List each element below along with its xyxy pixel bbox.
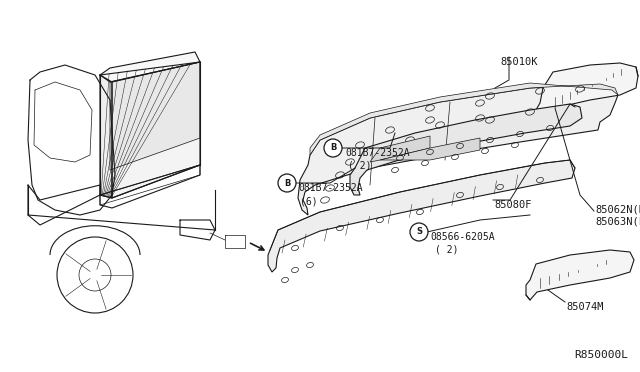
PathPatch shape	[380, 138, 480, 160]
PathPatch shape	[268, 160, 575, 272]
Text: B: B	[330, 144, 336, 153]
Polygon shape	[100, 75, 112, 198]
Text: ( 2): ( 2)	[435, 245, 458, 255]
Text: (6): (6)	[300, 196, 317, 206]
Text: 85080F: 85080F	[494, 200, 531, 210]
PathPatch shape	[526, 250, 634, 300]
Circle shape	[410, 223, 428, 241]
Circle shape	[278, 174, 296, 192]
PathPatch shape	[310, 83, 618, 155]
Text: S: S	[416, 228, 422, 237]
Text: 85062N(RH): 85062N(RH)	[595, 205, 640, 215]
PathPatch shape	[533, 63, 638, 128]
Text: 85010K: 85010K	[500, 57, 538, 67]
Polygon shape	[112, 62, 200, 198]
Text: 08566-6205A: 08566-6205A	[430, 232, 495, 242]
Text: 081B7-2352A: 081B7-2352A	[298, 183, 363, 193]
Text: 85063N(LH): 85063N(LH)	[595, 217, 640, 227]
Polygon shape	[100, 52, 200, 82]
Text: 081B7-2352A: 081B7-2352A	[345, 148, 410, 158]
PathPatch shape	[350, 104, 582, 195]
Text: B: B	[284, 179, 290, 187]
Polygon shape	[110, 62, 200, 170]
Text: 85074M: 85074M	[566, 302, 604, 312]
Text: ( 2): ( 2)	[348, 161, 371, 171]
PathPatch shape	[298, 84, 618, 215]
Circle shape	[324, 139, 342, 157]
Text: R850000L: R850000L	[574, 350, 628, 360]
PathPatch shape	[370, 136, 430, 162]
